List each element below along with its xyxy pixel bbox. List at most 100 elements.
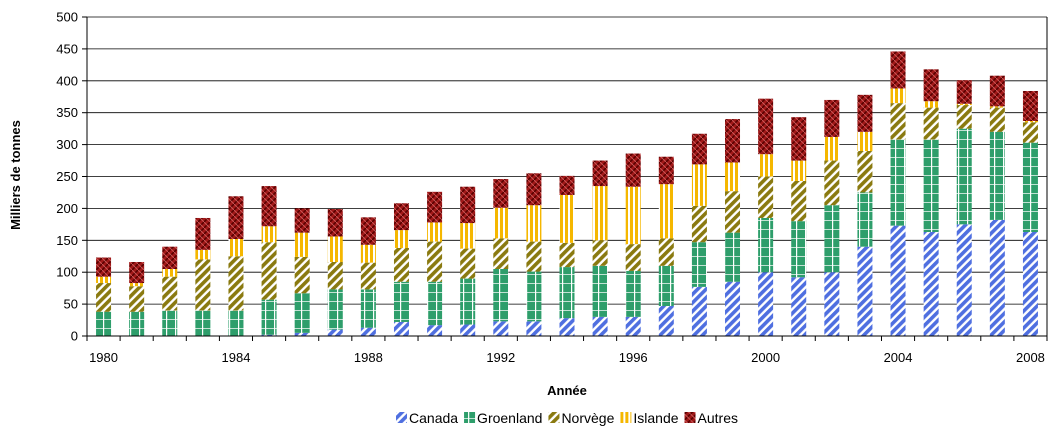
- bar-segment-islande-1998: [691, 164, 707, 206]
- bar-segment-groenland-1980: [96, 311, 112, 336]
- bar-segment-norvège-1988: [360, 262, 376, 290]
- x-tick-label: 2004: [884, 350, 913, 365]
- bar-segment-canada-1999: [725, 281, 741, 336]
- bar-segment-islande-1982: [162, 269, 178, 277]
- bar-segment-canada-2004: [890, 225, 906, 336]
- bar-segment-norvège-1991: [460, 248, 476, 279]
- bar-segment-autres-1999: [725, 119, 741, 163]
- legend-item-canada: Canada: [396, 410, 458, 426]
- bar-segment-islande-2002: [824, 136, 840, 161]
- bar-segment-norvège-1998: [691, 205, 707, 243]
- legend: Canada Groenland Norvège Islande Autres: [396, 410, 738, 426]
- bar-segment-norvège-2006: [956, 105, 972, 129]
- bar-segment-groenland-1984: [228, 310, 244, 336]
- bar-segment-islande-2007: [989, 106, 1005, 108]
- bar-segment-groenland-2001: [791, 221, 807, 278]
- bar-segment-norvège-2000: [758, 176, 774, 218]
- bar-segment-autres-2000: [758, 98, 774, 155]
- bar-segment-groenland-1986: [294, 293, 310, 333]
- bar-segment-norvège-2008: [1022, 122, 1038, 143]
- bar-segment-groenland-1985: [261, 299, 277, 335]
- bar-segment-autres-1988: [360, 217, 376, 245]
- bar-segment-islande-1981: [129, 283, 145, 287]
- bar-segment-autres-1982: [162, 246, 178, 270]
- bar-segment-islande-2006: [956, 103, 972, 106]
- bar-segment-groenland-1998: [691, 242, 707, 287]
- x-axis-title: Année: [547, 383, 587, 398]
- bar-segment-autres-1981: [129, 261, 145, 284]
- bar-segment-norvège-1983: [195, 259, 211, 311]
- bar-segment-islande-2001: [791, 160, 807, 181]
- y-tick-label: 250: [56, 169, 78, 184]
- bar-segment-canada-2008: [1022, 232, 1038, 336]
- bar-segment-islande-1988: [360, 244, 376, 263]
- bar-segment-autres-1993: [526, 173, 542, 206]
- bar-segment-groenland-1981: [129, 311, 145, 336]
- bar-segment-canada-1986: [294, 332, 310, 336]
- bar-segment-groenland-2008: [1022, 142, 1038, 233]
- bar-segment-islande-1987: [327, 236, 343, 262]
- bar-segment-autres-2007: [989, 75, 1005, 107]
- bar-segment-autres-1985: [261, 186, 277, 227]
- bar-segment-norvège-1994: [559, 242, 575, 268]
- legend-label: Groenland: [477, 410, 542, 426]
- bar-segment-autres-1987: [327, 209, 343, 237]
- bar-segment-groenland-1992: [493, 269, 509, 322]
- bar-segment-autres-1984: [228, 196, 244, 240]
- bar-segment-groenland-1995: [592, 265, 608, 317]
- y-tick-label: 400: [56, 73, 78, 88]
- y-tick-label: 300: [56, 137, 78, 152]
- bar-segment-groenland-1994: [559, 267, 575, 319]
- y-tick-label: 100: [56, 265, 78, 280]
- x-tick-label: 2000: [751, 350, 780, 365]
- bar-segment-norvège-1990: [427, 241, 443, 282]
- bar-segment-groenland-2007: [989, 131, 1005, 220]
- legend-swatch: [464, 412, 476, 423]
- bar-segment-autres-1996: [625, 153, 641, 187]
- bar-segment-canada-1989: [393, 321, 409, 336]
- legend-label: Autres: [698, 410, 738, 426]
- bar-segment-norvège-1986: [294, 256, 310, 294]
- bar-segment-groenland-2002: [824, 205, 840, 273]
- bar-segment-groenland-2003: [857, 192, 873, 247]
- bar-segment-groenland-1982: [162, 310, 178, 336]
- bar-segment-norvège-1997: [658, 238, 674, 266]
- bar-segment-norvège-1980: [96, 283, 112, 312]
- bar-segment-autres-1995: [592, 160, 608, 187]
- bar-segment-norvège-2005: [923, 107, 939, 140]
- axes: [82, 16, 1048, 341]
- bar-segment-autres-1986: [294, 208, 310, 233]
- bar-segment-canada-2001: [791, 277, 807, 336]
- bar-segment-norvège-2004: [890, 103, 906, 140]
- bar-segment-groenland-1989: [393, 281, 409, 322]
- bar-segment-islande-2004: [890, 88, 906, 104]
- x-tick-label: 1984: [222, 350, 251, 365]
- bar-segment-groenland-1997: [658, 265, 674, 307]
- y-axis-title: Milliers de tonnes: [8, 120, 23, 230]
- bar-segment-norvège-1993: [526, 241, 542, 272]
- bar-segment-norvège-1989: [393, 247, 409, 282]
- legend-label: Islande: [633, 410, 678, 426]
- bar-segment-autres-2005: [923, 69, 939, 102]
- bar-segment-canada-1988: [360, 327, 376, 336]
- bar-segment-islande-1992: [493, 207, 509, 239]
- bar-segment-autres-1983: [195, 217, 211, 250]
- x-tick-label: 1992: [486, 350, 515, 365]
- bar-segment-canada-2006: [956, 224, 972, 336]
- bar-segment-islande-2000: [758, 154, 774, 177]
- bar-segment-canada-1995: [592, 316, 608, 336]
- bar-segment-groenland-1987: [327, 289, 343, 330]
- bar-segment-autres-1998: [691, 133, 707, 165]
- bar-segment-groenland-1990: [427, 281, 443, 326]
- bar-segment-groenland-1991: [460, 278, 476, 325]
- bar-segment-canada-1991: [460, 324, 476, 336]
- bar-segment-autres-2003: [857, 94, 873, 132]
- bar-segment-autres-2004: [890, 51, 906, 89]
- y-tick-label: 150: [56, 233, 78, 248]
- bar-segment-norvège-1981: [129, 286, 145, 312]
- bar-segment-islande-1989: [393, 230, 409, 248]
- bar-segment-canada-1996: [625, 316, 641, 336]
- bar-segment-canada-1994: [559, 318, 575, 336]
